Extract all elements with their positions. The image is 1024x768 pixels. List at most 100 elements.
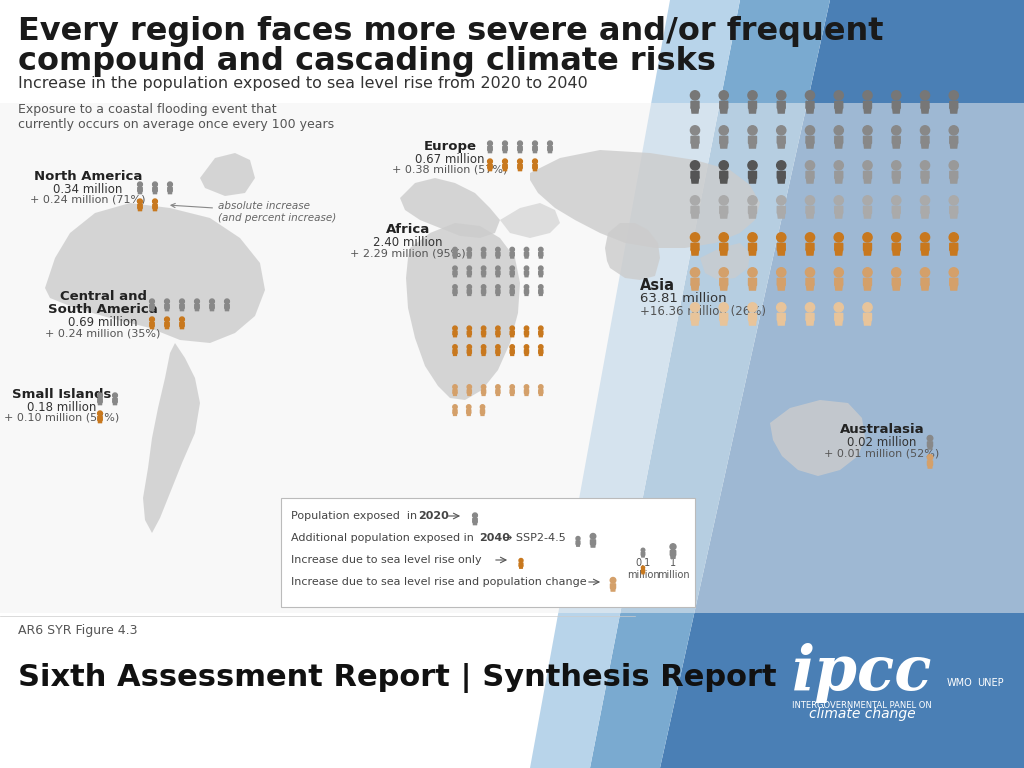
Circle shape xyxy=(165,317,169,322)
Circle shape xyxy=(921,126,930,135)
Circle shape xyxy=(835,303,844,312)
Circle shape xyxy=(863,161,872,170)
Text: 0.69 million: 0.69 million xyxy=(69,316,138,329)
Polygon shape xyxy=(749,142,756,148)
Circle shape xyxy=(487,141,493,146)
FancyBboxPatch shape xyxy=(510,330,515,336)
Circle shape xyxy=(719,161,728,170)
Polygon shape xyxy=(893,249,900,255)
Circle shape xyxy=(165,299,169,304)
Polygon shape xyxy=(98,419,102,422)
Text: Every region faces more severe and/or frequent: Every region faces more severe and/or fr… xyxy=(18,16,884,47)
FancyBboxPatch shape xyxy=(921,206,930,214)
Polygon shape xyxy=(922,107,929,113)
Text: Exposure to a coastal flooding event that
currently occurs on average once every: Exposure to a coastal flooding event tha… xyxy=(18,103,334,131)
FancyBboxPatch shape xyxy=(538,389,544,394)
Circle shape xyxy=(748,268,757,277)
Circle shape xyxy=(806,91,815,100)
FancyBboxPatch shape xyxy=(0,103,1024,613)
Text: Increase due to sea level rise and population change: Increase due to sea level rise and popul… xyxy=(291,577,587,587)
Circle shape xyxy=(496,285,500,289)
Polygon shape xyxy=(497,333,500,336)
Text: 1
million: 1 million xyxy=(656,558,689,580)
Polygon shape xyxy=(143,343,200,533)
Polygon shape xyxy=(642,571,644,574)
Polygon shape xyxy=(539,293,543,296)
Polygon shape xyxy=(691,142,698,148)
FancyBboxPatch shape xyxy=(805,206,815,214)
FancyBboxPatch shape xyxy=(481,289,486,294)
Text: Central and: Central and xyxy=(59,290,146,303)
Circle shape xyxy=(539,285,543,289)
Circle shape xyxy=(481,385,485,389)
FancyBboxPatch shape xyxy=(467,389,472,394)
Text: South America: South America xyxy=(48,303,158,316)
Polygon shape xyxy=(605,223,660,280)
Polygon shape xyxy=(468,333,471,336)
Polygon shape xyxy=(691,212,698,218)
Polygon shape xyxy=(510,273,514,276)
FancyBboxPatch shape xyxy=(805,278,815,286)
FancyBboxPatch shape xyxy=(863,313,872,321)
Polygon shape xyxy=(777,212,785,218)
Polygon shape xyxy=(660,0,1024,768)
Circle shape xyxy=(806,233,815,242)
FancyBboxPatch shape xyxy=(892,278,901,286)
FancyBboxPatch shape xyxy=(776,136,786,144)
Circle shape xyxy=(949,233,958,242)
Polygon shape xyxy=(642,554,644,557)
Circle shape xyxy=(575,537,580,541)
Polygon shape xyxy=(720,212,727,218)
FancyBboxPatch shape xyxy=(496,349,501,354)
Circle shape xyxy=(863,268,872,277)
Polygon shape xyxy=(482,273,485,276)
Text: + 2.29 million (95%): + 2.29 million (95%) xyxy=(350,248,466,258)
FancyBboxPatch shape xyxy=(209,303,215,309)
FancyBboxPatch shape xyxy=(466,409,471,414)
FancyBboxPatch shape xyxy=(805,243,815,251)
Polygon shape xyxy=(950,142,957,148)
Circle shape xyxy=(806,161,815,170)
Circle shape xyxy=(179,299,184,304)
Polygon shape xyxy=(777,177,785,183)
FancyBboxPatch shape xyxy=(510,252,515,257)
Polygon shape xyxy=(893,177,900,183)
Circle shape xyxy=(510,285,514,289)
Polygon shape xyxy=(488,149,492,153)
Circle shape xyxy=(690,161,699,170)
FancyBboxPatch shape xyxy=(453,252,458,257)
FancyBboxPatch shape xyxy=(921,136,930,144)
Polygon shape xyxy=(864,107,871,113)
Polygon shape xyxy=(482,333,485,336)
Circle shape xyxy=(453,385,457,389)
Text: Increase in the population exposed to sea level rise from 2020 to 2040: Increase in the population exposed to se… xyxy=(18,76,588,91)
Circle shape xyxy=(610,578,615,583)
Circle shape xyxy=(921,233,930,242)
Circle shape xyxy=(776,91,785,100)
FancyBboxPatch shape xyxy=(719,136,728,144)
Polygon shape xyxy=(749,107,756,113)
Polygon shape xyxy=(482,255,485,258)
Text: Sixth Assessment Report | Synthesis Report: Sixth Assessment Report | Synthesis Repo… xyxy=(18,663,776,693)
Polygon shape xyxy=(400,178,500,238)
Polygon shape xyxy=(406,223,520,400)
Circle shape xyxy=(97,393,102,398)
Polygon shape xyxy=(893,142,900,148)
Polygon shape xyxy=(835,107,843,113)
Polygon shape xyxy=(524,353,528,356)
Circle shape xyxy=(496,266,500,270)
Polygon shape xyxy=(510,353,514,356)
Polygon shape xyxy=(835,283,843,290)
Circle shape xyxy=(806,126,815,135)
Polygon shape xyxy=(530,0,740,768)
Circle shape xyxy=(776,126,785,135)
FancyBboxPatch shape xyxy=(921,101,930,109)
Circle shape xyxy=(927,435,933,441)
Circle shape xyxy=(949,268,958,277)
Polygon shape xyxy=(749,177,756,183)
Circle shape xyxy=(719,126,728,135)
Polygon shape xyxy=(922,283,929,290)
FancyBboxPatch shape xyxy=(927,441,933,447)
FancyBboxPatch shape xyxy=(575,540,581,545)
Circle shape xyxy=(467,326,471,330)
